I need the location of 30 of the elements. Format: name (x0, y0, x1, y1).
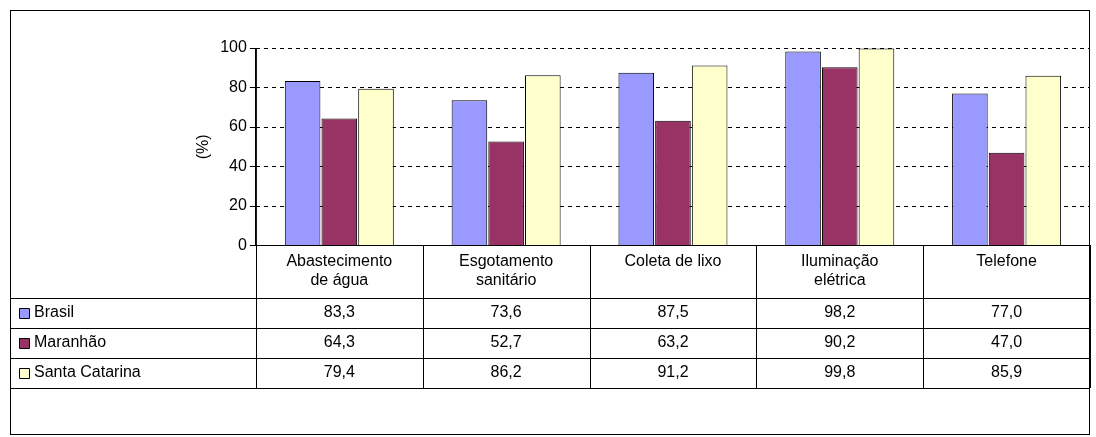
data-label: 64,3 (323, 333, 355, 351)
y-tick-label: 100 (220, 38, 247, 56)
data-label: 47,0 (991, 333, 1023, 351)
y-tick-label: 20 (229, 196, 247, 214)
y-tick-label: 80 (229, 77, 247, 95)
x-tick-label: Coleta de lixo (624, 251, 722, 269)
data-label: 99,8 (824, 363, 856, 381)
data-label: 52,7 (490, 333, 522, 351)
data-label: 77,0 (991, 303, 1023, 321)
y-tick-label: 40 (229, 156, 247, 174)
y-tick-label: 0 (237, 236, 247, 254)
x-tick-label: Abastecimento de água (286, 251, 393, 288)
legend-label: Maranhão (34, 333, 107, 351)
legend-label: Santa Catarina (34, 363, 141, 381)
y-tick-label: 60 (229, 117, 247, 135)
data-label: 87,5 (657, 303, 689, 321)
y-axis-title: (%) (194, 134, 212, 160)
data-label: 79,4 (323, 363, 355, 381)
data-label: 98,2 (824, 303, 856, 321)
data-label: 90,2 (824, 333, 856, 351)
data-label: 85,9 (991, 363, 1023, 381)
data-label: 91,2 (657, 363, 689, 381)
data-label: 83,3 (323, 303, 355, 321)
legend-label: Brasil (34, 303, 75, 321)
data-label: 63,2 (657, 333, 689, 351)
x-tick-label: Esgotamento sanitário (458, 251, 554, 288)
data-label: 73,6 (490, 303, 522, 321)
data-label: 86,2 (490, 363, 522, 381)
x-tick-label: Iluminação elétrica (801, 251, 879, 288)
x-tick-label: Telefone (976, 251, 1037, 269)
